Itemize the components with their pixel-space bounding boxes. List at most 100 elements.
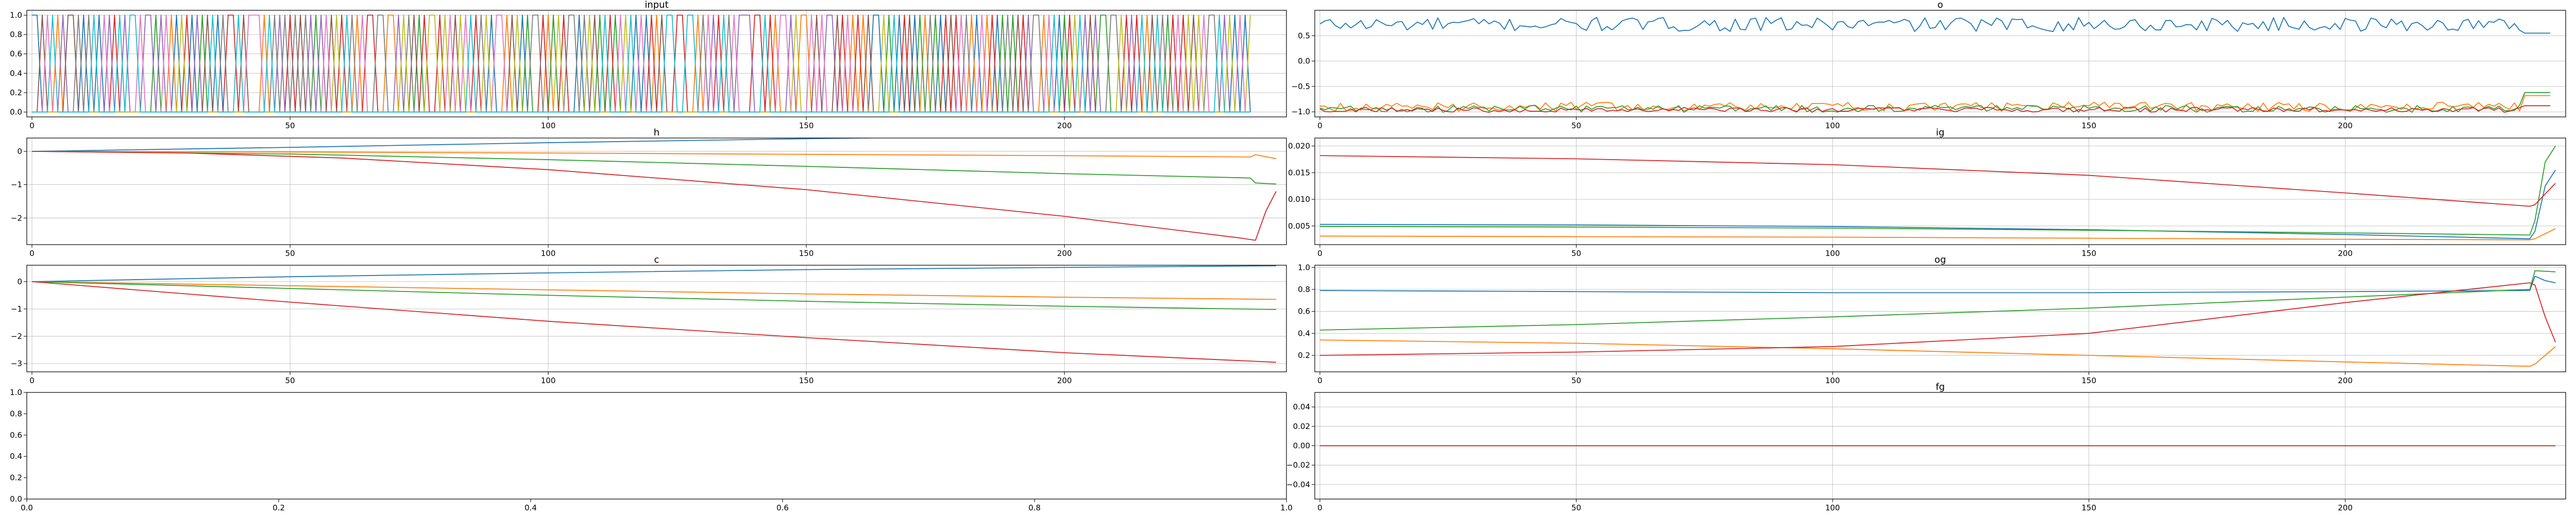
y-tick-label: 0.8 xyxy=(1298,285,1310,294)
y-tick-label: 0 xyxy=(17,147,22,156)
x-tick-label: 100 xyxy=(1825,503,1840,512)
y-tick-label: −1 xyxy=(11,180,22,190)
series-line-6 xyxy=(32,14,1250,113)
x-tick-label: 1.0 xyxy=(1280,503,1293,512)
chart-title: og xyxy=(1935,254,1946,265)
y-tick-label: −1 xyxy=(11,304,22,314)
series-line-0 xyxy=(1319,16,2551,34)
axes-frame xyxy=(1314,138,2566,245)
x-tick-label: 150 xyxy=(799,249,814,258)
y-tick-label: 0.6 xyxy=(10,431,22,440)
series-line-1 xyxy=(1319,228,2556,241)
y-tick-label: −2 xyxy=(11,213,22,222)
x-tick-label: 200 xyxy=(2338,376,2353,385)
y-tick-label: 1.0 xyxy=(10,388,22,397)
series-line-3 xyxy=(32,150,1277,241)
x-tick-label: 0 xyxy=(1317,376,1323,385)
axes-frame xyxy=(26,138,1287,245)
y-tick-label: 0.8 xyxy=(10,409,22,418)
series-line-3 xyxy=(1319,155,2556,207)
series-line-7 xyxy=(32,14,1250,113)
subplot-ig: 0 50 100 150 200 0.005 0.010 0.015 0.020 ig xyxy=(1288,127,2566,258)
subplot-o: 0 50 100 150 200 −1.0 −0.5 0.0 0.5 o xyxy=(1292,0,2566,130)
chart-title: o xyxy=(1937,0,1943,10)
series-line-2 xyxy=(31,281,1276,310)
series-line-4 xyxy=(32,14,1250,113)
y-tick-label: 0.2 xyxy=(10,473,22,483)
y-tick-label: 0.00 xyxy=(1293,441,1310,451)
series-line-2 xyxy=(32,14,1250,113)
series-line-3 xyxy=(31,281,1277,363)
y-tick-label: 0.010 xyxy=(1288,195,1310,204)
x-tick-label: 100 xyxy=(1825,376,1840,385)
x-tick-label: 50 xyxy=(1571,249,1581,258)
axes-frame xyxy=(26,10,1287,117)
series-line-1 xyxy=(32,150,1277,159)
x-tick-label: 100 xyxy=(541,249,556,258)
x-tick-label: 150 xyxy=(799,121,814,130)
y-tick-label: 0.02 xyxy=(1293,422,1310,431)
x-tick-label: 100 xyxy=(541,121,556,130)
series-line-9 xyxy=(32,14,1250,113)
y-tick-label: 1.0 xyxy=(10,10,22,20)
x-tick-label: 150 xyxy=(2081,376,2096,385)
y-tick-label: 0.005 xyxy=(1288,221,1310,231)
x-tick-label: 200 xyxy=(2338,249,2353,258)
axes-frame xyxy=(26,392,1287,500)
x-tick-label: 0 xyxy=(29,121,35,130)
x-tick-label: 50 xyxy=(285,249,295,258)
y-tick-label: 0.6 xyxy=(1298,307,1310,316)
y-tick-label: −0.5 xyxy=(1292,82,1310,91)
y-tick-label: 0.6 xyxy=(10,49,22,59)
x-tick-label: 150 xyxy=(2081,121,2096,130)
y-tick-label: 0.4 xyxy=(10,68,22,78)
x-tick-label: 0.6 xyxy=(776,503,789,512)
y-tick-label: 0.4 xyxy=(1298,329,1310,338)
y-tick-label: 0.4 xyxy=(10,452,22,461)
y-tick-label: −0.04 xyxy=(1286,480,1310,489)
axes-frame xyxy=(1314,10,2566,117)
x-tick-label: 0 xyxy=(1317,503,1323,512)
x-tick-label: 0.0 xyxy=(21,503,33,512)
series-line-5 xyxy=(32,14,1250,113)
series-line-3 xyxy=(1319,105,2551,113)
series-line-1 xyxy=(32,14,1250,113)
subplot-fg: 0 50 100 150 200 −0.04 −0.02 0.00 0.02 0.04 fg xyxy=(1286,382,2566,512)
x-tick-label: 100 xyxy=(1825,121,1840,130)
series-line-1 xyxy=(1319,339,2556,367)
y-tick-label: 0.8 xyxy=(10,30,22,39)
subplot-input: 0 50 100 150 200 0.0 0.2 0.4 0.6 0.8 1.0 input xyxy=(10,0,1287,130)
x-tick-label: 50 xyxy=(1571,503,1581,512)
x-tick-label: 150 xyxy=(799,376,814,385)
y-tick-label: 0.04 xyxy=(1293,402,1310,411)
y-tick-label: −1.0 xyxy=(1292,107,1310,116)
y-tick-label: 0.2 xyxy=(10,88,22,97)
x-tick-label: 200 xyxy=(1057,121,1072,130)
y-tick-label: 0.0 xyxy=(10,494,22,504)
series-line-3 xyxy=(1319,282,2556,356)
axes-frame xyxy=(26,265,1287,372)
chart-title: h xyxy=(654,127,659,138)
chart-title: c xyxy=(654,254,659,265)
subplot-h: 0 50 100 150 200 −2 −1 0 h xyxy=(11,127,1287,258)
subplot-c: 0 50 100 150 200 −3 −2 −1 0 c xyxy=(11,254,1287,385)
x-tick-label: 0.8 xyxy=(1028,503,1041,512)
series-line-1 xyxy=(32,281,1276,300)
chart-title: ig xyxy=(1936,127,1944,138)
y-tick-label: −2 xyxy=(11,332,22,341)
x-tick-label: 0 xyxy=(29,249,35,258)
series-line-0 xyxy=(32,14,1251,113)
y-tick-label: 0 xyxy=(17,277,22,286)
series-line-0 xyxy=(1319,276,2556,294)
series-line-2 xyxy=(1319,270,2556,331)
x-tick-label: 100 xyxy=(541,376,556,385)
x-tick-label: 50 xyxy=(1571,121,1581,130)
x-tick-label: 0 xyxy=(1317,249,1323,258)
x-tick-label: 200 xyxy=(1057,249,1072,258)
series-line-0 xyxy=(32,265,1276,282)
x-tick-label: 200 xyxy=(1057,376,1072,385)
series-line-2 xyxy=(1319,146,2556,236)
x-tick-label: 100 xyxy=(1825,249,1840,258)
y-tick-label: −0.02 xyxy=(1286,460,1310,470)
